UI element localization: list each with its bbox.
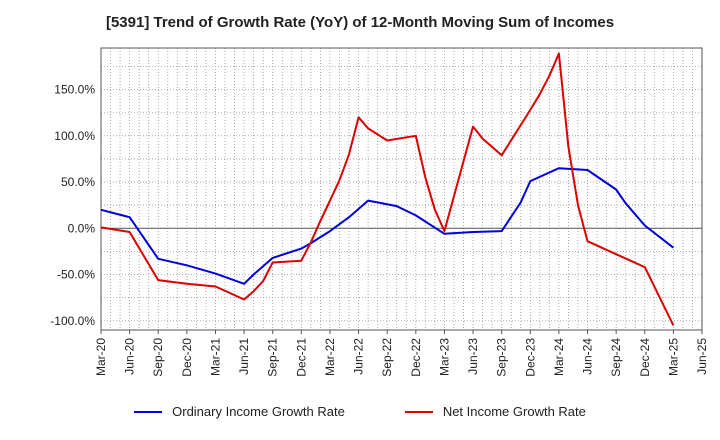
chart-plot: -100.0% -50.0% 0.0% 50.0% 100.0% 150.0% Mar-20… — [50, 47, 709, 377]
legend-swatch-ordinary — [134, 410, 163, 413]
x-tick-label: Sep-23 — [495, 338, 509, 377]
plot-area — [101, 48, 702, 330]
legend-item-net: Net Income Growth Rate — [404, 404, 586, 419]
x-tick-label: Jun-22 — [352, 338, 366, 375]
x-tick-label: Dec-23 — [523, 338, 537, 377]
x-tick-label: Dec-21 — [294, 338, 308, 377]
x-tick-label: Dec-22 — [409, 338, 423, 377]
series-line-0 — [100, 167, 675, 285]
chart-title: [5391] Trend of Growth Rate (YoY) of 12-… — [105, 14, 615, 31]
legend: Ordinary Income Growth Rate Net Income G… — [0, 404, 720, 419]
legend-item-ordinary: Ordinary Income Growth Rate — [134, 404, 345, 419]
legend-label-net: Net Income Growth Rate — [442, 404, 586, 419]
x-tick-label: Sep-21 — [266, 338, 280, 377]
y-tick-label: -100.0% — [50, 314, 95, 328]
x-tick-label: Sep-22 — [380, 338, 394, 377]
x-tick-label: Mar-24 — [552, 338, 566, 376]
x-tick-label: Dec-20 — [180, 338, 194, 377]
x-tick-label: Mar-20 — [94, 338, 108, 376]
y-tick-label: 0.0% — [68, 221, 96, 235]
plot-border — [100, 47, 703, 331]
x-tick-label: Jun-23 — [466, 338, 480, 375]
x-tick-label: Mar-23 — [437, 338, 451, 376]
x-tick-label: Sep-24 — [609, 338, 623, 377]
x-tick-label: Dec-24 — [638, 338, 652, 377]
x-tick-label: Sep-20 — [151, 338, 165, 377]
x-tick-label: Jun-24 — [581, 338, 595, 375]
x-tick-label: Jun-20 — [123, 338, 137, 375]
legend-label-ordinary: Ordinary Income Growth Rate — [172, 404, 345, 419]
series-line-1 — [100, 52, 675, 326]
legend-swatch-net — [404, 410, 433, 413]
y-tick-label: 100.0% — [54, 129, 95, 143]
x-tick-label: Jun-25 — [695, 338, 709, 375]
y-tick-label: 150.0% — [54, 83, 95, 97]
y-tick-label: 50.0% — [61, 175, 95, 189]
x-tick-label: Mar-25 — [666, 338, 680, 376]
x-tick-label: Mar-22 — [323, 338, 337, 376]
x-tick-label: Jun-21 — [237, 338, 251, 375]
x-tick-label: Mar-21 — [208, 338, 222, 376]
y-tick-label: -50.0% — [57, 268, 95, 282]
